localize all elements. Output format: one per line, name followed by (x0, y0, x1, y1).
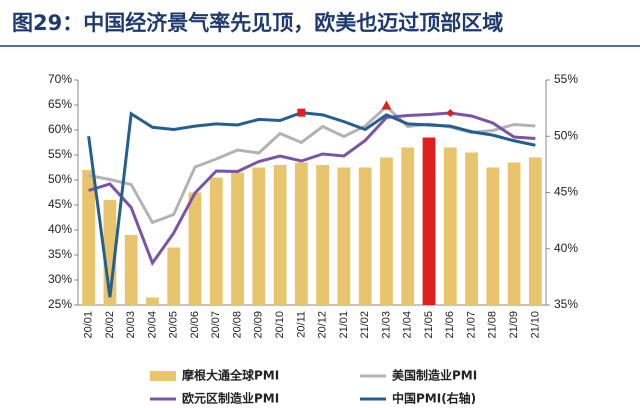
bar (380, 157, 393, 305)
chart-title: 图29：中国经济景气率先见顶，欧美也迈过顶部区域 (12, 11, 503, 35)
x-tick-label: 21/01 (338, 311, 350, 339)
y-tick-label: 65% (48, 97, 72, 111)
bar (358, 167, 372, 305)
bar (167, 247, 181, 305)
x-tick-label: 21/05 (423, 311, 435, 339)
y-tick-label: 35% (48, 247, 72, 261)
bar (273, 165, 287, 305)
x-tick-label: 21/07 (465, 311, 477, 339)
bar (188, 192, 202, 305)
x-tick-label: 20/09 (253, 311, 265, 339)
point-marker (381, 100, 392, 110)
y-tick-label: 70% (48, 72, 72, 86)
legend-label: 中国PMI(右轴) (392, 391, 476, 406)
x-tick-label: 21/04 (402, 311, 414, 339)
x-tick-label: 20/02 (104, 311, 116, 339)
y2-tick-label: 50% (554, 128, 578, 142)
x-tick-label: 20/11 (295, 311, 307, 338)
point-marker (446, 109, 455, 117)
bar (422, 137, 436, 305)
y2-tick-label: 40% (554, 241, 578, 255)
bar (507, 162, 521, 305)
bar (465, 152, 478, 305)
bar (294, 162, 308, 305)
y-tick-label: 30% (48, 272, 72, 286)
y2-tick-label: 35% (554, 297, 578, 311)
bar (231, 172, 244, 305)
x-tick-label: 20/10 (274, 311, 286, 339)
x-tick-label: 21/03 (380, 311, 392, 339)
y-tick-label: 50% (48, 172, 72, 186)
x-tick-label: 21/10 (529, 311, 541, 339)
bar (316, 165, 330, 305)
bar (82, 170, 96, 305)
x-tick-label: 21/08 (487, 311, 499, 339)
x-tick-label: 21/09 (508, 311, 520, 339)
legend-label: 摩根大通全球PMI (182, 368, 279, 383)
bar (528, 157, 542, 305)
y2-tick-label: 55% (554, 72, 578, 86)
point-marker (297, 108, 306, 117)
legend-label: 美国制造业PMI (392, 368, 477, 383)
y-tick-label: 40% (48, 222, 72, 236)
x-tick-label: 20/07 (210, 311, 222, 339)
bar (252, 167, 266, 305)
y-tick-label: 60% (48, 122, 72, 136)
bar (124, 235, 138, 305)
bar (209, 177, 223, 305)
bar (486, 167, 500, 305)
x-tick-label: 20/03 (125, 311, 137, 339)
x-tick-label: 20/06 (189, 311, 201, 339)
bar (443, 147, 457, 305)
line (87, 111, 536, 298)
x-tick-label: 20/12 (317, 311, 329, 339)
y-tick-label: 55% (48, 147, 72, 161)
y-tick-label: 25% (48, 297, 72, 311)
legend-label: 欧元区制造业PMI (182, 391, 279, 406)
x-tick-label: 20/08 (231, 311, 243, 339)
x-tick-label: 20/04 (146, 311, 158, 339)
legend-swatch (150, 371, 176, 381)
bar (337, 167, 351, 305)
x-tick-label: 20/05 (168, 311, 180, 339)
y-tick-label: 45% (48, 197, 72, 211)
x-tick-label: 20/01 (83, 311, 95, 339)
bar (401, 147, 415, 305)
x-tick-label: 21/02 (359, 311, 371, 339)
bar (146, 297, 159, 305)
y2-tick-label: 45% (554, 185, 578, 199)
x-tick-label: 21/06 (444, 311, 456, 339)
line (88, 111, 536, 267)
